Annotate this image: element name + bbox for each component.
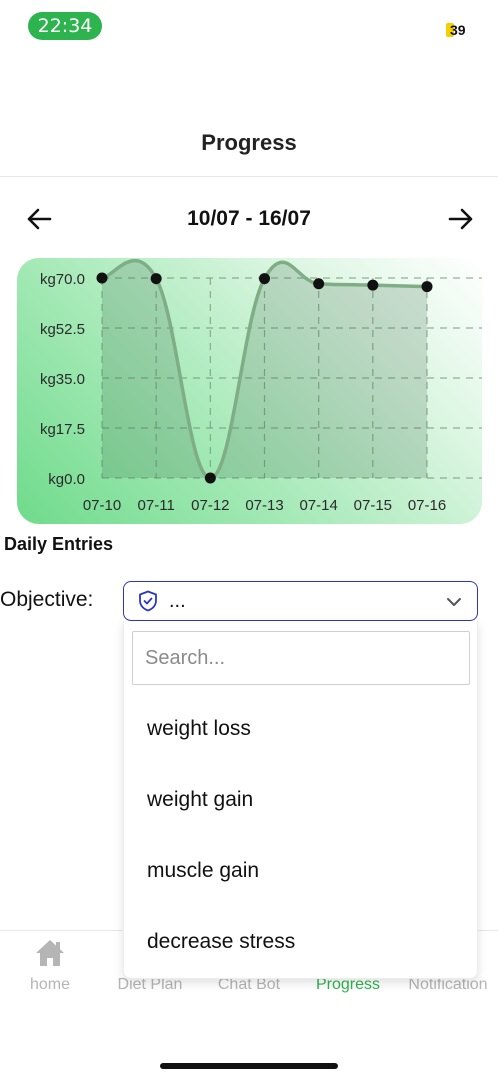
tab-home[interactable]: home: [29, 976, 71, 993]
data-point: [421, 281, 433, 293]
data-point: [96, 272, 108, 284]
data-point: [204, 472, 216, 484]
arrow-right-icon[interactable]: [446, 204, 476, 234]
data-point: [259, 273, 270, 285]
battery-level: 39: [450, 22, 466, 38]
option-weight-loss[interactable]: weight loss: [147, 717, 251, 740]
header-divider: [0, 176, 498, 177]
x-tick-label: 07-14: [299, 497, 337, 514]
option-muscle-gain[interactable]: muscle gain: [147, 859, 260, 882]
objective-dropdown: weight loss weight gain muscle gain decr…: [123, 621, 478, 979]
data-point: [150, 273, 162, 285]
x-tick-label: 07-10: [83, 497, 121, 514]
section-title: Daily Entries: [4, 534, 114, 554]
chevron-down-icon: [447, 598, 461, 606]
x-tick-label: 07-13: [245, 497, 283, 514]
shield-check-icon: [139, 590, 157, 612]
home-indicator: [160, 1063, 338, 1069]
x-tick-label: 07-15: [354, 497, 392, 514]
home-icon[interactable]: [34, 938, 66, 968]
option-weight-gain[interactable]: weight gain: [147, 788, 254, 811]
y-tick-label: kg52.5: [40, 321, 85, 338]
data-point: [367, 279, 379, 291]
date-range: 10/07 - 16/07: [187, 207, 311, 230]
x-tick-label: 07-16: [408, 497, 446, 514]
page-title: Progress: [201, 130, 297, 155]
battery-indicator: 39: [446, 22, 466, 38]
series-area: [102, 260, 427, 478]
y-tick-label: kg70.0: [40, 271, 85, 288]
arrow-left-icon[interactable]: [24, 204, 54, 234]
x-tick-label: 07-11: [138, 497, 175, 514]
x-tick-label: 07-12: [191, 497, 229, 514]
objective-selected-value: ...: [169, 589, 186, 612]
weight-chart: kg70.0 kg52.5 kg35.0 kg17.5 kg0.0 07-10 07-11 0…: [17, 258, 482, 524]
tab-progress[interactable]: Progress: [315, 976, 381, 993]
tab-diet-plan[interactable]: Diet Plan: [117, 976, 183, 993]
objective-label: Objective:: [0, 588, 94, 611]
option-decrease-stress[interactable]: decrease stress: [147, 930, 296, 953]
y-tick-label: kg17.5: [40, 421, 85, 438]
objective-select[interactable]: ...: [123, 581, 478, 621]
battery-icon: [446, 23, 454, 37]
weight-chart-svg: kg70.0 kg52.5 kg35.0 kg17.5 kg0.0 07-10 07-11 0…: [40, 259, 482, 514]
data-point: [313, 278, 325, 290]
search-input[interactable]: [132, 631, 470, 685]
status-time: 22:34: [28, 12, 102, 40]
y-tick-label: kg35.0: [40, 371, 85, 388]
y-tick-label: kg0.0: [48, 471, 85, 488]
tab-chat-bot[interactable]: Chat Bot: [217, 976, 281, 993]
tab-notification[interactable]: Notification: [408, 976, 488, 993]
